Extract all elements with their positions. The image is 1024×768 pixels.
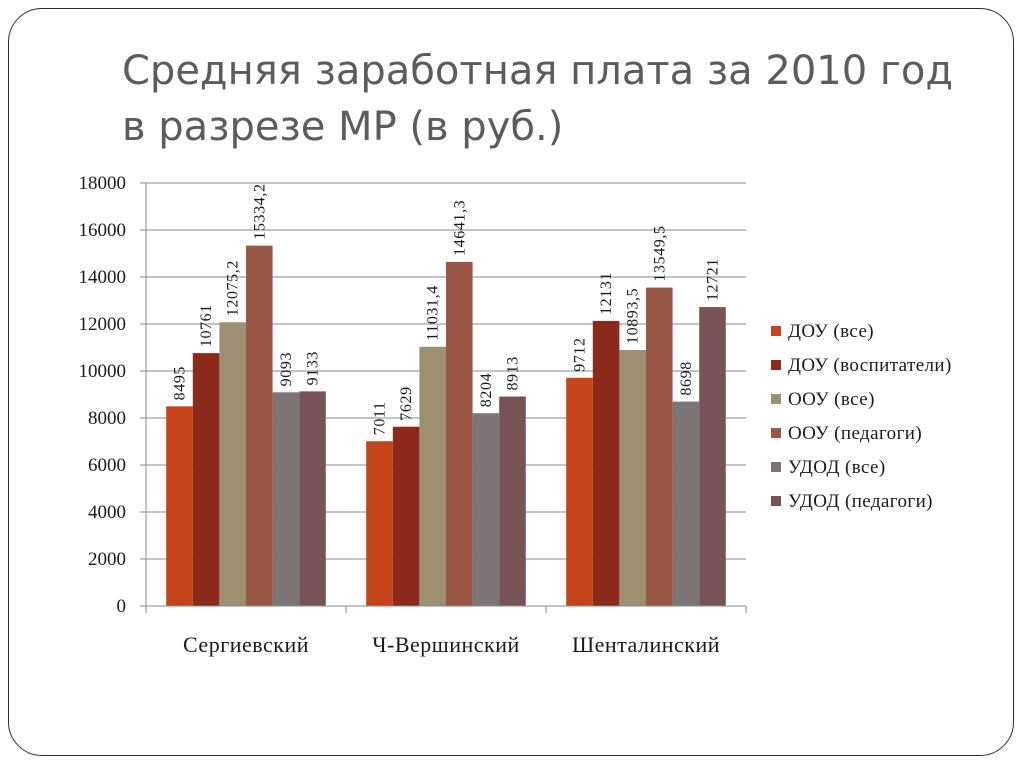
value-label: 15334,2 xyxy=(251,183,268,239)
legend-swatch xyxy=(771,428,781,438)
bar xyxy=(272,392,300,606)
y-tick-label: 2000 xyxy=(88,549,126,570)
value-label: 7629 xyxy=(398,386,415,420)
y-tick-label: 16000 xyxy=(79,220,127,241)
legend: ДОУ (все) ДОУ (воспитатели) ООУ (все) ООУ (… xyxy=(771,321,952,512)
value-label: 9093 xyxy=(278,352,295,386)
legend-swatch xyxy=(771,496,781,506)
y-tick-label: 14000 xyxy=(79,267,127,288)
value-label: 8495 xyxy=(172,366,189,400)
category-labels: Сергиевский Ч-Вершинский Шенталинский xyxy=(183,632,720,657)
bar xyxy=(499,396,526,606)
bar xyxy=(219,322,246,606)
bar xyxy=(366,441,393,606)
y-tick-label: 10000 xyxy=(79,361,127,382)
value-label: 8204 xyxy=(478,373,495,407)
value-label: 12721 xyxy=(705,258,722,301)
bars xyxy=(166,245,726,606)
bar xyxy=(472,413,500,606)
y-tick-label: 12000 xyxy=(79,314,127,335)
value-label: 13549,5 xyxy=(651,225,668,281)
value-label: 9712 xyxy=(572,337,589,371)
value-label: 10893,5 xyxy=(625,288,642,344)
bar xyxy=(419,346,446,606)
legend-label: УДОД (все) xyxy=(788,457,886,478)
y-tick-label: 8000 xyxy=(88,408,126,429)
legend-swatch xyxy=(771,360,781,370)
y-tick-label: 0 xyxy=(117,596,127,617)
category-label: Ч-Вершинский xyxy=(372,632,520,657)
value-label: 8913 xyxy=(505,356,522,390)
value-label: 12131 xyxy=(598,272,615,315)
value-labels: 8495 10761 12075,2 15334,2 9093 9133 7011 7629 1… xyxy=(172,183,722,435)
value-label: 9133 xyxy=(305,351,322,385)
bar xyxy=(166,406,193,606)
legend-swatch xyxy=(771,462,781,472)
bar xyxy=(592,320,620,606)
legend-label: ООУ (все) xyxy=(788,389,875,410)
category-label: Шенталинский xyxy=(572,632,720,657)
bar xyxy=(699,307,726,606)
slide-frame: Средняя заработная плата за 2010 год в р… xyxy=(8,8,1014,756)
bar xyxy=(299,391,326,606)
value-label: 10761 xyxy=(198,304,215,347)
bar xyxy=(619,350,646,606)
y-axis-ticks: 0 2000 4000 6000 8000 10000 12000 14000 16000 180… xyxy=(79,173,146,617)
bar xyxy=(446,261,473,606)
legend-label: ДОУ (воспитатели) xyxy=(788,355,952,376)
slide-title: Средняя заработная плата за 2010 год в р… xyxy=(122,48,954,150)
legend-label: УДОД (педагоги) xyxy=(788,491,933,512)
axes xyxy=(145,183,747,613)
legend-swatch xyxy=(771,394,781,404)
value-label: 7011 xyxy=(372,401,389,435)
value-label: 8698 xyxy=(678,361,695,395)
value-label: 12075,2 xyxy=(225,260,242,316)
y-tick-label: 4000 xyxy=(88,502,126,523)
legend-label: ООУ (педагоги) xyxy=(788,423,922,444)
bar xyxy=(246,245,273,606)
legend-swatch xyxy=(771,326,781,336)
bar xyxy=(392,426,420,606)
legend-label: ДОУ (все) xyxy=(788,321,874,342)
bar xyxy=(566,377,593,606)
y-tick-label: 6000 xyxy=(88,455,126,476)
category-label: Сергиевский xyxy=(183,632,309,657)
bar xyxy=(192,353,220,606)
y-tick-label: 18000 xyxy=(79,173,127,194)
bar xyxy=(672,401,700,606)
value-label: 11031,4 xyxy=(425,285,442,341)
value-label: 14641,3 xyxy=(451,200,468,256)
bar xyxy=(646,287,673,606)
